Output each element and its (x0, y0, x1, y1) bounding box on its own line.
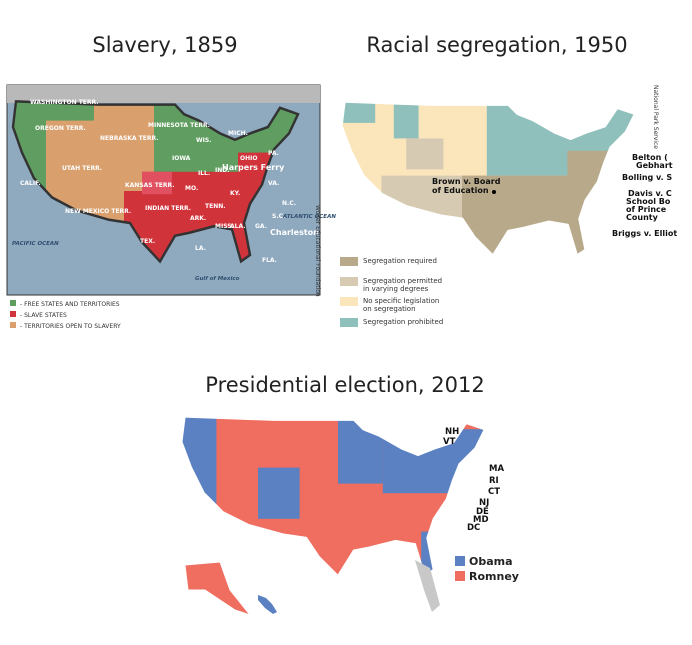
legend-label: Segregation permitted (363, 277, 442, 285)
map-label: ILL. (198, 170, 210, 177)
map-label: MINNESOTA TERR. (148, 122, 210, 129)
prohibited (341, 101, 376, 123)
map-label: IND. (215, 167, 230, 174)
map-label: Brown v. Board (432, 177, 501, 186)
map-label: Harpers Ferry (222, 163, 285, 172)
legend-swatch (10, 322, 16, 328)
map-label: MA (489, 464, 504, 474)
map-label: PA. (268, 150, 279, 157)
map-label: INDIAN TERR. (145, 205, 191, 212)
map-label: Charleston (270, 228, 319, 237)
map-label: Bolling v. S (622, 173, 672, 182)
credit: National Park Service (652, 85, 659, 149)
map-label: GA. (255, 223, 267, 230)
map-label: NEW MEXICO TERR. (65, 208, 131, 215)
map-label: VT (443, 437, 456, 447)
map-label: VA. (268, 180, 279, 187)
map-label: Gulf of Mexico (195, 276, 240, 282)
map-2 (339, 99, 638, 258)
legend-swatch (340, 277, 358, 286)
legend-label: Obama (469, 555, 513, 568)
legend-label: on segregation (363, 305, 416, 313)
legend-swatch (340, 318, 358, 327)
map-label: CT (488, 487, 500, 497)
map-label: ALA. (230, 223, 246, 230)
map-label: of Education (432, 186, 489, 195)
legend-swatch (10, 300, 16, 306)
alaska (184, 561, 252, 617)
legend-swatch (10, 311, 16, 317)
map-label: KY. (230, 190, 240, 197)
map-label: IOWA (172, 155, 191, 162)
map-label: N.C. (282, 200, 296, 207)
map-label: Gebhart (636, 161, 673, 170)
map-label: Briggs v. Elliot (612, 229, 677, 238)
map-label: County (626, 213, 659, 222)
map-label: School Bo (626, 197, 671, 206)
credit: Wolfer Educational Foundation (314, 205, 321, 297)
map-label: PACIFIC OCEAN (12, 241, 59, 247)
legend-swatch (455, 571, 465, 581)
open-region (94, 101, 154, 175)
legend-label: - SLAVE STATES (20, 312, 67, 319)
legend-label: Segregation required (363, 257, 437, 265)
legend-label: No specific legislation (363, 297, 439, 305)
map-label: Belton ( (632, 153, 668, 162)
map-label: WASHINGTON TERR. (30, 99, 99, 106)
mexico-area (415, 560, 440, 612)
map-label: LA. (195, 245, 206, 252)
legend-swatch (340, 297, 358, 306)
map-label: UTAH TERR. (62, 165, 102, 172)
legend-label: in varying degrees (363, 285, 429, 293)
obama (258, 467, 300, 519)
marker (492, 190, 496, 194)
map-label: of Prince (626, 205, 667, 214)
legend-label: Romney (469, 570, 519, 583)
indian-territory (142, 171, 172, 195)
map-label: FLA. (262, 257, 277, 264)
map-label: NJ (479, 498, 489, 508)
map-label: MISS. (215, 223, 234, 230)
map-label: ARK. (190, 215, 206, 222)
map-label: TEX. (140, 238, 155, 245)
map-label: KANSAS TERR. (125, 182, 175, 189)
permitted (406, 138, 444, 170)
hawaii (258, 595, 277, 614)
map-label: MD (473, 515, 489, 525)
panel-title: Slavery, 1859 (92, 33, 237, 57)
panel-title: Racial segregation, 1950 (366, 33, 627, 57)
canada (7, 85, 320, 103)
map-label: RI (489, 476, 499, 486)
legend-label: - FREE STATES AND TERRITORIES (20, 301, 120, 308)
map-label: WIS. (196, 137, 211, 144)
legend-label: Segregation prohibited (363, 318, 443, 326)
map-label: DE (476, 507, 489, 517)
map-label: TENN. (205, 203, 226, 210)
map-label: S.C. (272, 213, 285, 220)
map-label: Davis v. C (628, 189, 672, 198)
map-label: MICH. (228, 130, 248, 137)
map-label: CALIF. (20, 180, 41, 187)
legend-swatch (455, 556, 465, 566)
map-label: NH (445, 427, 459, 437)
legend-label: - TERRITORIES OPEN TO SLAVERY (20, 323, 121, 330)
map-label: MO. (185, 185, 198, 192)
map-label: ATLANTIC OCEAN (282, 214, 336, 220)
map-label: DC (467, 523, 480, 533)
regions (341, 101, 636, 257)
prohibited (393, 101, 419, 139)
map-label: OREGON TERR. (35, 125, 86, 132)
map-label: OHIO (240, 155, 257, 162)
legend-swatch (340, 257, 358, 266)
map-label: NEBRASKA TERR. (100, 135, 158, 142)
panel-title: Presidential election, 2012 (205, 373, 484, 397)
